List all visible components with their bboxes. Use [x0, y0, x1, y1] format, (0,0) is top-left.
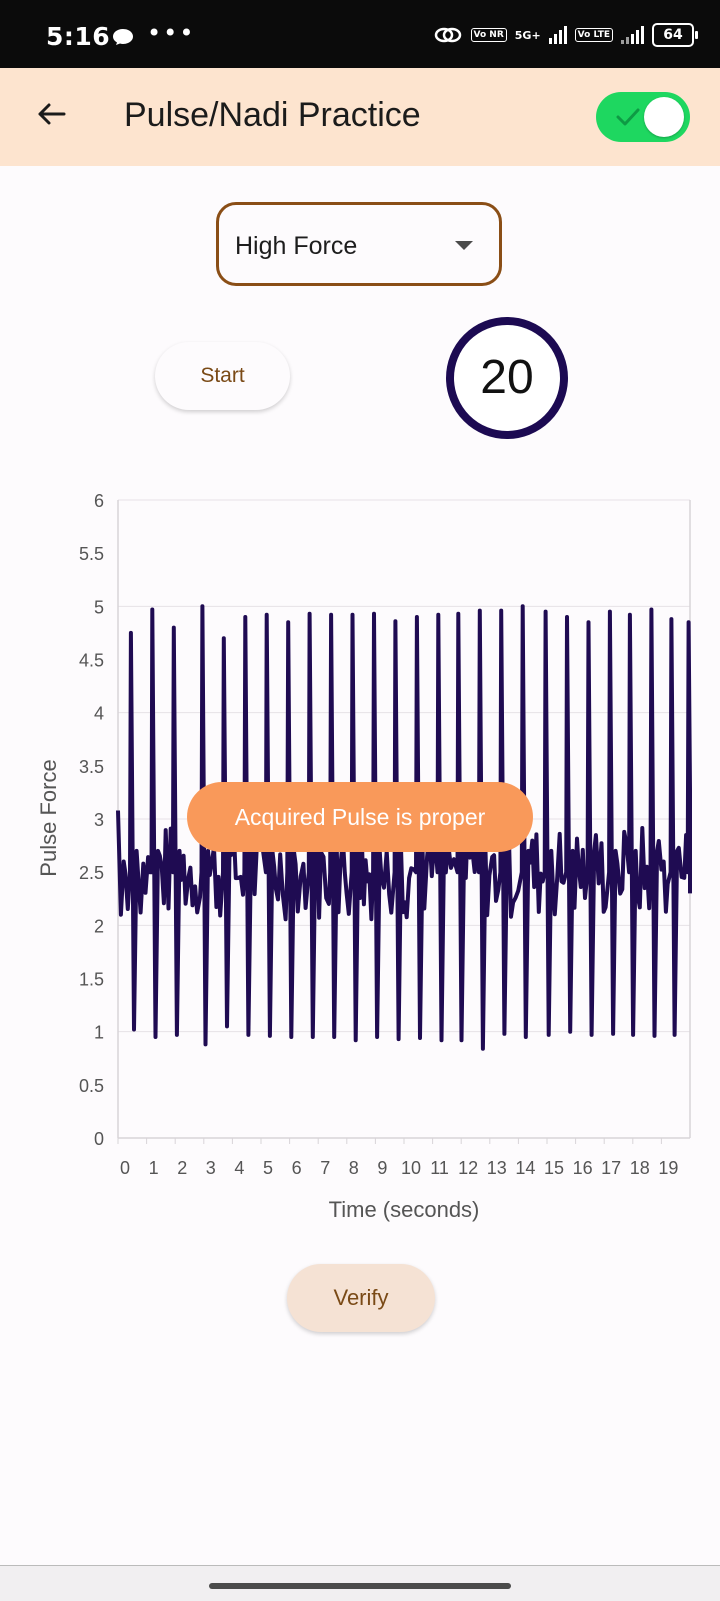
pulse-force-chart: 00.511.522.533.544.555.56 0 1 2 3 4 5 6 7 8 9 10 11…: [36, 491, 692, 1222]
x-axis-ticks: 0 1 2 3 4 5 6 7 8 9 10 11 12 13 14 15 16 17 18 19: [117, 1138, 678, 1178]
x-tick-label: 7: [320, 1158, 330, 1178]
x-tick-label: 9: [377, 1158, 387, 1178]
y-tick-label: 2: [94, 916, 104, 936]
dropdown-selected-value: High Force: [235, 232, 358, 260]
y-tick-label: 3: [94, 810, 104, 830]
x-tick-label: 12: [458, 1158, 478, 1178]
x-tick-label: 17: [601, 1158, 621, 1178]
status-bar: 5:16 ••• Vo NR 5G+ Vo LTE 64: [0, 0, 720, 68]
battery-level: 64: [663, 27, 683, 43]
y-tick-label: 2.5: [79, 863, 104, 883]
app-bar: Pulse/Nadi Practice: [0, 68, 720, 166]
x-tick-label: 10: [401, 1158, 421, 1178]
y-tick-label: 5: [94, 597, 104, 617]
system-nav-bar: [0, 1565, 720, 1601]
force-level-dropdown[interactable]: High Force: [216, 202, 502, 286]
x-tick-label: 1: [149, 1158, 159, 1178]
y-tick-label: 3.5: [79, 757, 104, 777]
status-time: 5:16: [46, 22, 111, 51]
check-icon: [616, 108, 640, 126]
x-tick-label: 15: [544, 1158, 564, 1178]
x-tick-label: 16: [573, 1158, 593, 1178]
y-tick-label: 4.5: [79, 651, 104, 671]
chat-bubble-icon: [113, 29, 133, 45]
signal-bars-icon: [548, 26, 567, 44]
x-tick-label: 0: [120, 1158, 130, 1178]
x-tick-label: 11: [430, 1158, 449, 1178]
status-icons: Vo NR 5G+ Vo LTE 64: [433, 20, 698, 50]
battery-icon: 64: [652, 23, 698, 47]
y-axis-label: Pulse Force: [36, 759, 61, 876]
vonr-icon: Vo NR: [470, 28, 507, 42]
more-dots-icon: •••: [147, 19, 196, 47]
countdown-value: 20: [480, 351, 534, 404]
x-axis-label: Time (seconds): [329, 1197, 480, 1222]
x-tick-label: 6: [292, 1158, 302, 1178]
x-tick-label: 5: [263, 1158, 273, 1178]
x-tick-label: 19: [658, 1158, 678, 1178]
toggle-knob: [644, 97, 684, 137]
pulse-series-line: [116, 604, 692, 1051]
mode-toggle[interactable]: [596, 92, 690, 142]
status-toast: Acquired Pulse is proper: [187, 782, 533, 852]
home-indicator[interactable]: [209, 1583, 511, 1589]
y-tick-label: 1.5: [79, 970, 104, 990]
volte-icon: Vo LTE: [574, 28, 613, 42]
5g-signal-icon: 5G+: [514, 28, 541, 42]
x-tick-label: 14: [515, 1158, 535, 1178]
y-tick-label: 1: [94, 1023, 104, 1043]
x-tick-label: 2: [177, 1158, 187, 1178]
signal-bars-icon-2: [621, 26, 644, 44]
x-tick-label: 3: [206, 1158, 216, 1178]
y-axis-ticks: 0 0.5 1 1.5 2 2.5 3 3.5 4 4.5 5 5.5 6: [79, 491, 104, 1149]
x-tick-label: 4: [234, 1158, 244, 1178]
verify-button[interactable]: Verify: [287, 1264, 435, 1332]
back-arrow-icon[interactable]: [34, 96, 70, 132]
x-tick-label: 13: [487, 1158, 507, 1178]
link-icon: [434, 27, 461, 43]
page-title: Pulse/Nadi Practice: [124, 96, 421, 134]
countdown-timer: 20: [446, 317, 568, 439]
x-tick-label: 18: [630, 1158, 650, 1178]
y-tick-label: 0.5: [79, 1076, 104, 1096]
y-tick-label: 0: [94, 1129, 104, 1149]
start-button[interactable]: Start: [155, 342, 290, 410]
y-tick-label: 4: [94, 704, 104, 724]
dropdown-arrow-icon: [455, 241, 473, 250]
y-tick-label: 6: [94, 491, 104, 511]
y-tick-label: 5.5: [79, 544, 104, 564]
x-tick-label: 8: [349, 1158, 359, 1178]
